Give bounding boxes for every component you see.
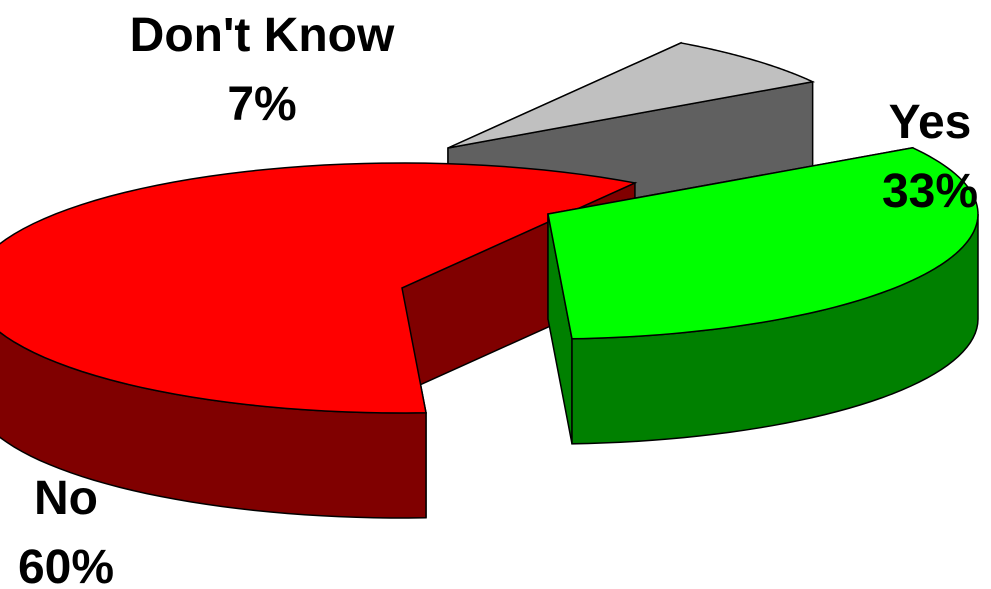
labels-layer: Yes 33% No 60% Don't Know 7% [18, 9, 978, 589]
slice-label-dont-know-name: Don't Know [130, 9, 395, 62]
slices-layer [0, 41, 979, 519]
slice-no-top [0, 162, 638, 414]
slice-label-dont-know-value: 7% [227, 78, 296, 131]
slice-label-no-value: 60% [18, 541, 114, 589]
slice-label-yes-value: 33% [882, 165, 978, 218]
slice-label-no-name: No [34, 472, 98, 525]
slice-yes-top [547, 146, 979, 340]
slice-no [0, 162, 638, 519]
slice-label-yes-name: Yes [889, 96, 972, 149]
slice-yes [547, 146, 979, 445]
slice-don-t-know-top [447, 42, 816, 149]
